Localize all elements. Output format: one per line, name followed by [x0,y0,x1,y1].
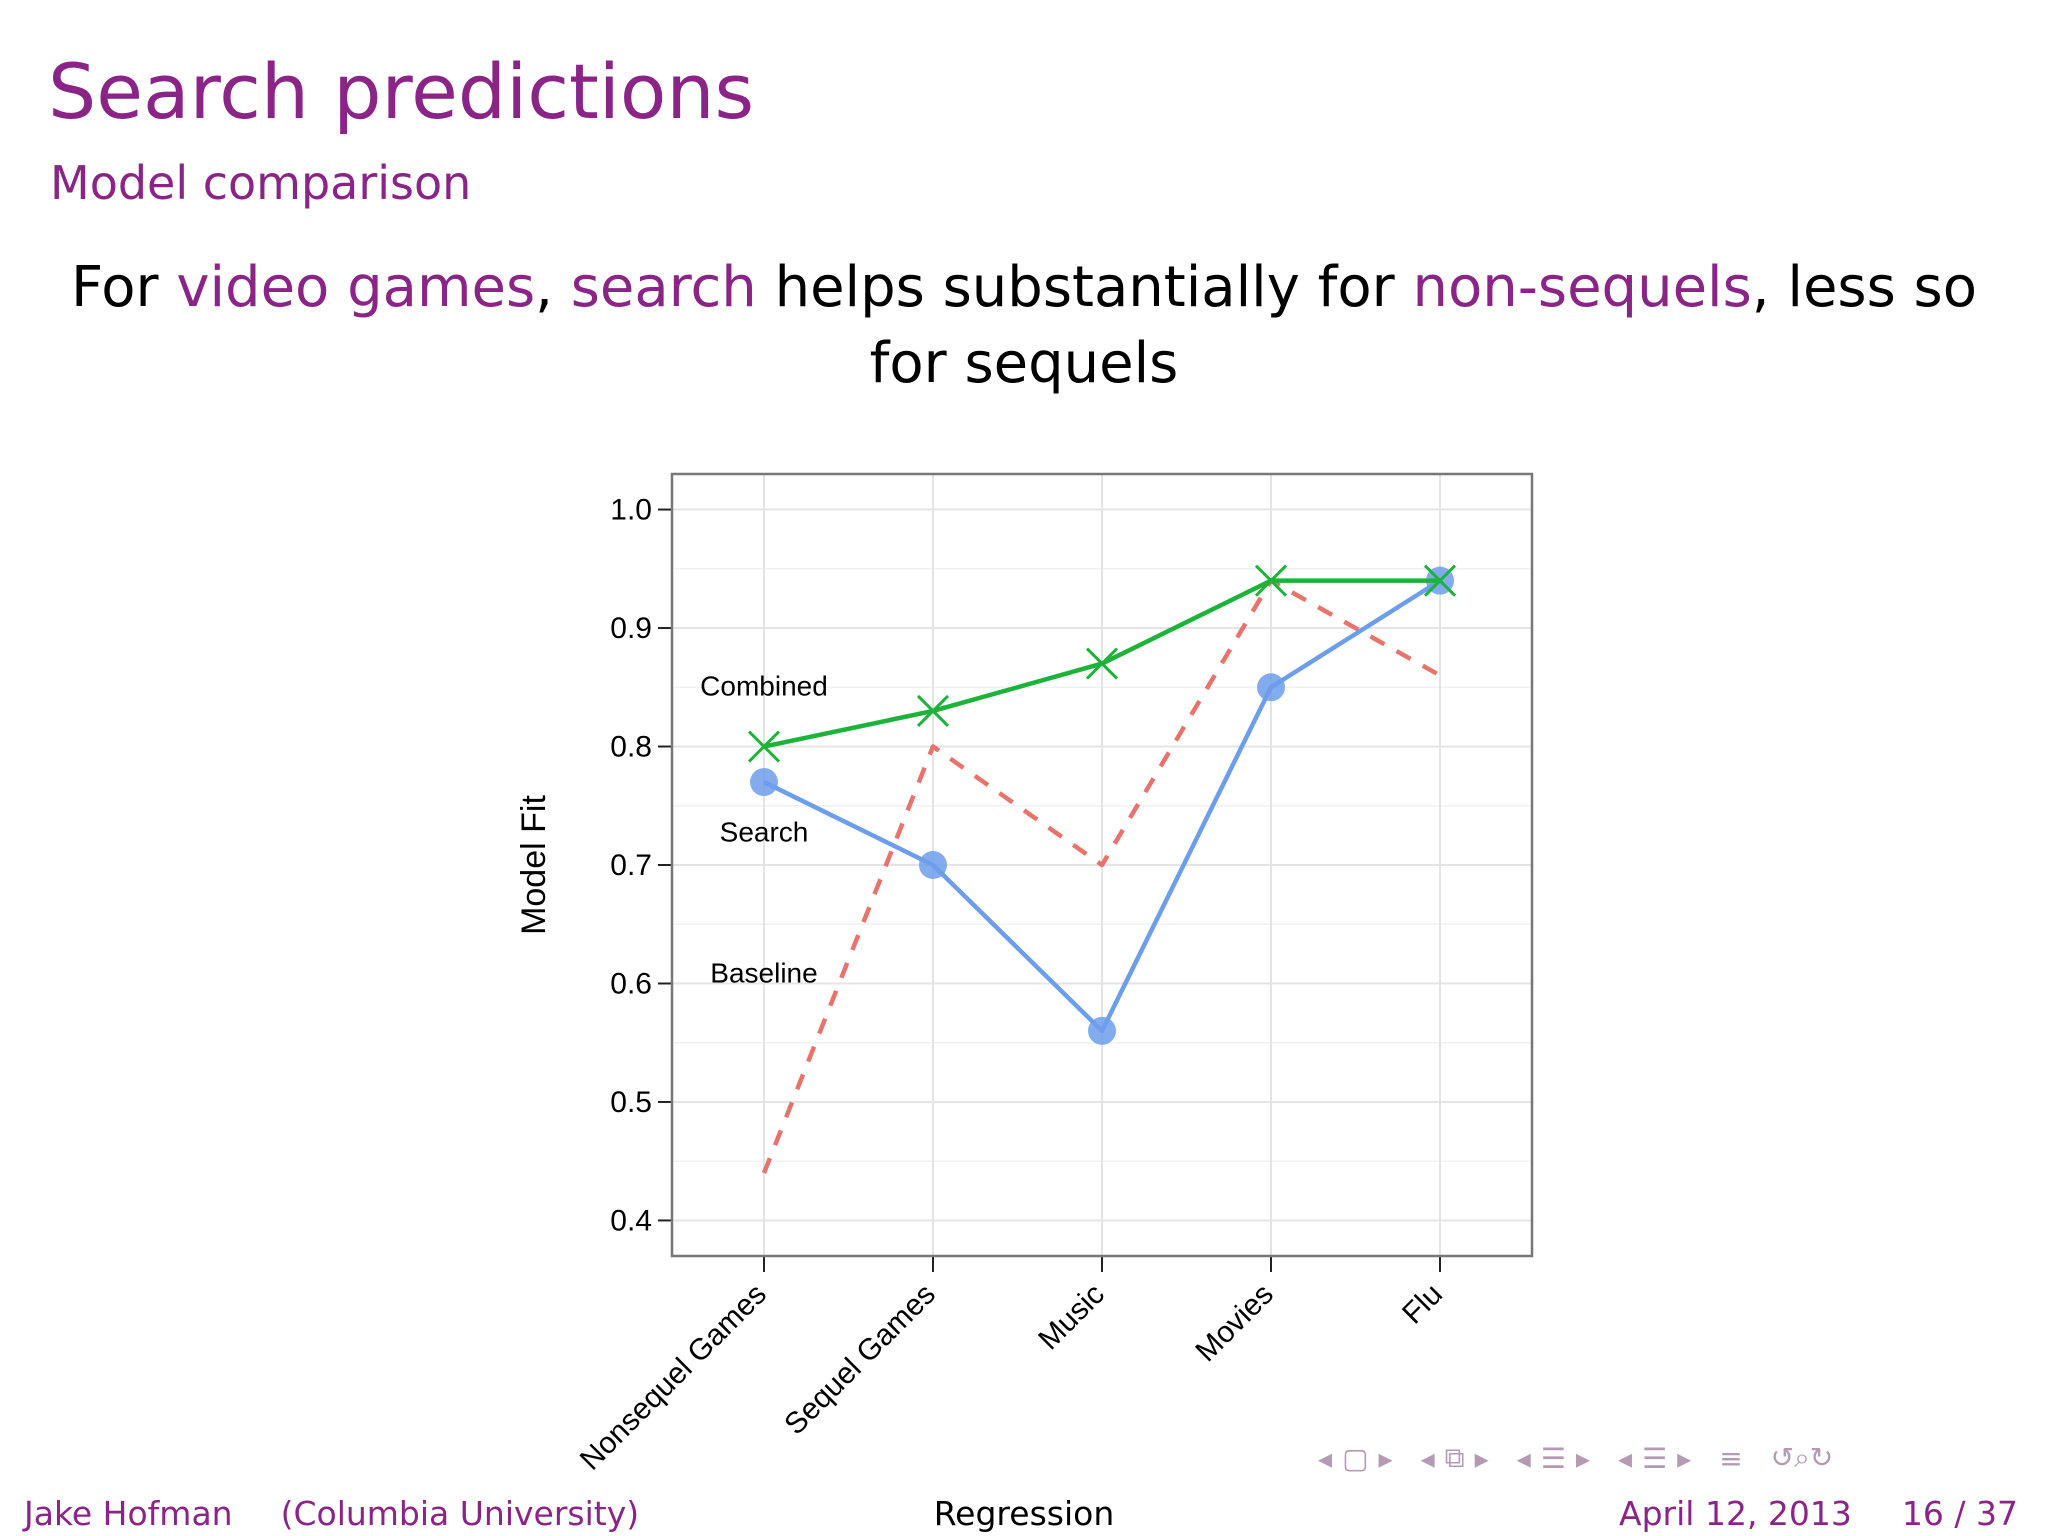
y-tick-label: 0.5 [610,1086,652,1119]
data-point-combined [1423,564,1457,597]
y-tick-label: 0.4 [610,1204,652,1237]
headline-text: helps substantially for [756,255,1413,320]
frame-icon[interactable]: ▢ [1342,1441,1369,1475]
section-icon[interactable]: ☰ [1642,1441,1668,1475]
y-tick-label: 0.9 [610,612,652,645]
data-point-search [919,851,947,879]
slide-title: Search predictions [48,47,755,136]
series-label-search: Search [720,816,809,847]
headline-text: for sequels [869,331,1179,396]
y-axis-label: Model Fit [515,795,553,935]
headline-highlight-non-sequels: non-sequels [1412,255,1752,320]
headline-text: , less so [1751,255,1977,320]
series-label-combined: Combined [700,671,828,702]
data-point-search [1257,673,1285,702]
footer-institution: (Columbia University) [280,1494,640,1533]
slide-subtitle: Model comparison [50,156,472,210]
nav-prev-arrow-icon[interactable]: ◂ [1617,1441,1633,1475]
nav-prev-arrow-icon[interactable]: ◂ [1516,1441,1531,1475]
headline: For video games, search helps substantia… [0,250,2048,402]
x-tick-label: Flu [1396,1278,1449,1331]
series-line-baseline [761,578,1442,1174]
footer-date-block: April 12, 2013 16 / 37 [1619,1494,2018,1533]
align-icon[interactable]: ≡ [1719,1441,1743,1475]
headline-text: For [71,255,177,320]
y-tick-label: 0.8 [610,731,652,764]
footer-page: 16 / 37 [1901,1494,2018,1533]
footer-author: Jake Hofman [24,1494,233,1533]
frames-icon[interactable]: ⧉ [1444,1441,1465,1474]
y-tick-label: 0.6 [610,967,652,1000]
x-tick-label: Nonsequel Games [574,1278,773,1477]
footer-section: Regression [933,1494,1115,1533]
nav-next-arrow-icon[interactable]: ▸ [1677,1441,1692,1475]
nav-next-arrow-icon[interactable]: ▸ [1474,1441,1489,1475]
data-point-combined [1254,564,1288,597]
data-point-combined [916,694,950,728]
data-point-combined [1085,647,1119,680]
footer-author-block: Jake Hofman (Columbia University) [24,1494,639,1533]
nav-next-arrow-icon[interactable]: ▸ [1378,1441,1393,1475]
headline-text: , [535,255,571,320]
series-label-baseline: Baseline [710,957,817,988]
data-point-combined [747,730,781,763]
data-point-search [1088,1016,1116,1045]
nav-prev-arrow-icon[interactable]: ◂ [1318,1441,1333,1475]
data-point-search [750,768,778,797]
x-tick-label: Music [1032,1278,1111,1357]
y-tick-label: 0.7 [610,849,652,882]
x-tick-label: Movies [1189,1278,1280,1369]
plot-frame [670,472,1534,1258]
footer-date: April 12, 2013 [1619,1494,1852,1533]
subsection-icon[interactable]: ☰ [1540,1441,1566,1475]
nav-prev-arrow-icon[interactable]: ◂ [1420,1441,1435,1475]
x-tick-label: Sequel Games [778,1278,942,1442]
y-tick-label: 1.0 [610,494,652,527]
headline-highlight-video-games: video games [176,255,536,320]
slide-navigation: ◂ ▢ ▸ ◂ ⧉ ▸ ◂ ☰ ▸ ◂ ☰ ▸ ≡ ↺⌕↻ [1318,1440,2030,1476]
search-icon[interactable]: ↺⌕↻ [1770,1441,1834,1474]
nav-next-arrow-icon[interactable]: ▸ [1575,1441,1590,1475]
headline-highlight-search: search [570,255,757,320]
